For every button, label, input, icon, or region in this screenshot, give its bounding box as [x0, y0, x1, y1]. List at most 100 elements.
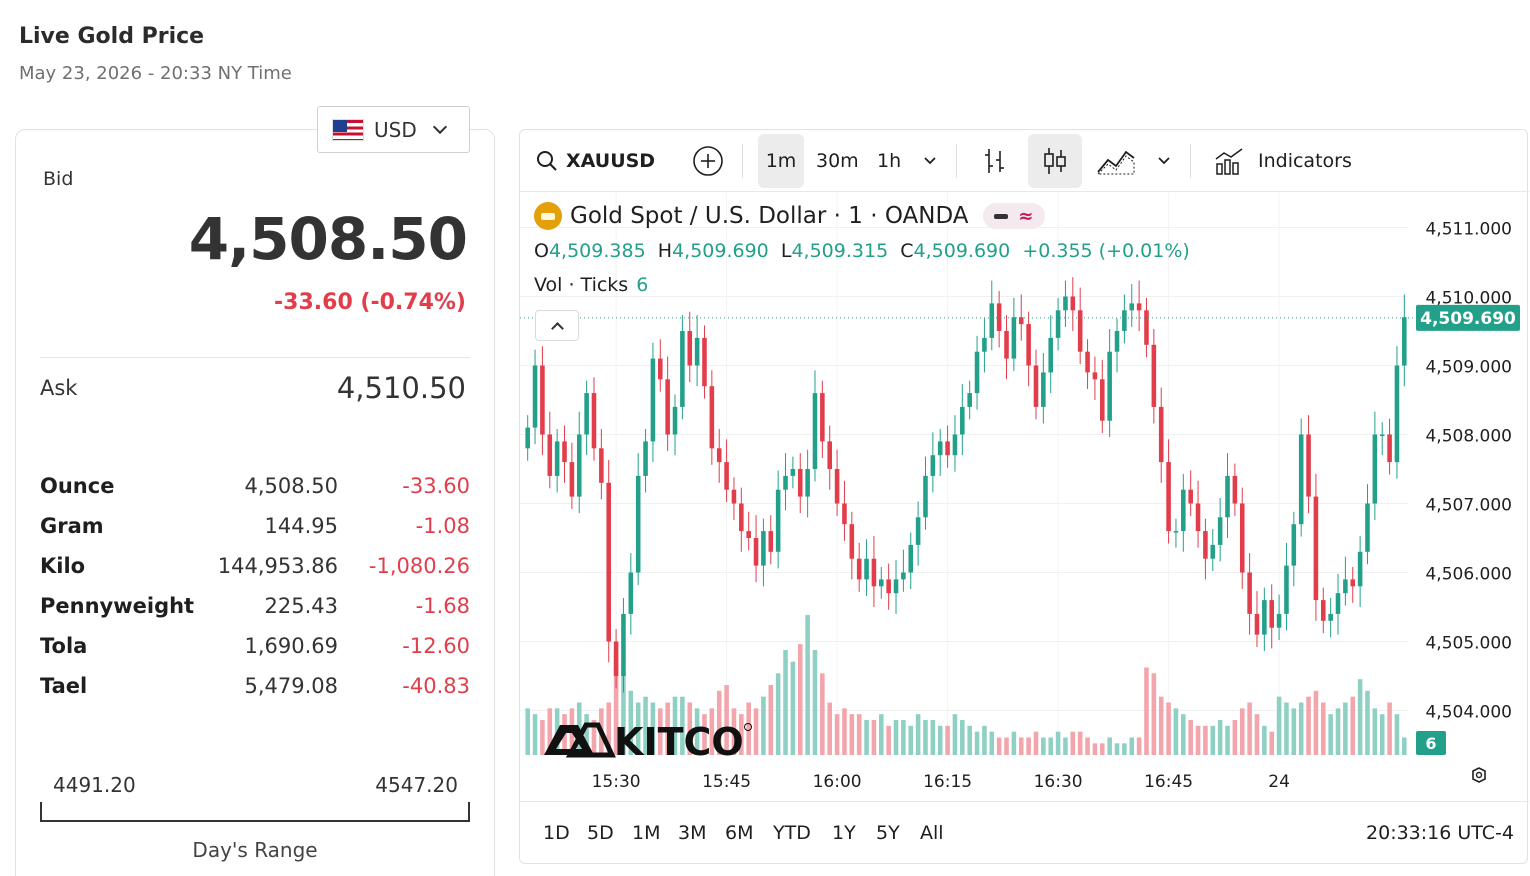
volume-bar [753, 708, 759, 755]
volume-bar [1026, 737, 1031, 755]
candle-body [871, 558, 877, 587]
volume-bar [702, 714, 707, 755]
indicators-button[interactable]: Indicators [1214, 134, 1352, 188]
x-tick-label: 16:15 [923, 772, 972, 792]
timeframe-all[interactable]: All [920, 822, 944, 844]
bar-style-button[interactable] [982, 134, 1008, 188]
timeframe-1d[interactable]: 1D [543, 822, 570, 844]
candle-body [849, 524, 855, 559]
volume-bar [820, 673, 825, 755]
timeframe-3m[interactable]: 3M [678, 822, 707, 844]
volume-bar [1320, 702, 1326, 755]
gold-coin-icon [534, 202, 562, 230]
unit-row-gram: Gram 144.95 -1.08 [40, 514, 470, 546]
collapse-legend-button[interactable] [535, 310, 579, 341]
volume-bar [540, 720, 545, 755]
volume-bar [665, 702, 670, 755]
timeframe-5y[interactable]: 5Y [876, 822, 900, 844]
candle-body [1151, 344, 1157, 407]
bid-value: 4,508.50 [188, 205, 468, 273]
x-tick-label: 15:30 [592, 772, 641, 792]
candle-body [820, 393, 825, 442]
candle-body [1313, 496, 1319, 601]
timeframe-1m[interactable]: 1M [632, 822, 661, 844]
volume-bar [547, 708, 553, 755]
volume-bar [812, 650, 818, 755]
interval-1h[interactable]: 1h [877, 134, 901, 188]
volume-bar [1166, 702, 1171, 755]
candle-body [864, 558, 869, 580]
volume-bar [1144, 667, 1149, 755]
volume-bar [1107, 737, 1112, 755]
high-label: H [657, 240, 673, 262]
kitco-watermark: KITCO [544, 720, 752, 764]
volume-label: Vol · Ticks [534, 274, 629, 296]
candle-body [1048, 337, 1054, 373]
candle-body [974, 351, 980, 394]
chevron-down-icon [432, 119, 447, 134]
candle-body [1011, 317, 1017, 359]
interval-label: 1h [877, 150, 902, 172]
volume-bar [775, 673, 781, 755]
chart-legend: Gold Spot / U.S. Dollar · 1 · OANDA ≈ [534, 202, 1045, 230]
candle-body [1254, 613, 1260, 635]
volume-bar [1210, 725, 1216, 755]
candle-body [1188, 489, 1193, 504]
timeframe-5d[interactable]: 5D [587, 822, 614, 844]
volume-bar [989, 731, 995, 755]
unit-name: Gram [40, 514, 104, 538]
volume-bar [643, 696, 648, 755]
candle-body [680, 331, 685, 407]
compare-button[interactable] [692, 134, 724, 188]
candle-body [783, 475, 788, 490]
candle-body [606, 482, 612, 642]
timeframe-6m[interactable]: 6M [725, 822, 754, 844]
unit-row-ounce: Ounce 4,508.50 -33.60 [40, 474, 470, 506]
candle-body [643, 441, 648, 476]
candle-body [1335, 593, 1341, 614]
candle-body [569, 462, 575, 497]
interval-1m[interactable]: 1m [758, 134, 804, 188]
volume-bar [1099, 743, 1105, 755]
volume-bar [650, 702, 656, 755]
settings-icon[interactable] [1472, 767, 1486, 783]
candle-body [1239, 503, 1245, 573]
volume-bar [1122, 743, 1127, 755]
unit-change: -40.83 [402, 674, 470, 698]
volume-bar [591, 720, 597, 755]
volume-bar [797, 644, 803, 755]
volume-bar [1055, 731, 1061, 755]
volume-bar [1033, 731, 1039, 755]
interval-dropdown[interactable] [922, 134, 938, 188]
currency-select[interactable]: USD [317, 106, 470, 153]
candle-body [554, 441, 560, 476]
volume-bar [952, 714, 958, 755]
volume-bar [680, 696, 685, 755]
indicators-icon [1215, 148, 1243, 175]
volume-bar [849, 714, 855, 755]
volume-bar [525, 708, 530, 755]
price-chart[interactable]: 4,504.000 4,505.000 4,506.000 4,507.000 4,50… [520, 193, 1527, 800]
y-tick-label: 4,511.000 [1425, 220, 1512, 240]
volume-bar [1004, 737, 1009, 755]
chart-toolbar: XAUUSD 1m 30m 1h Indicators [520, 130, 1529, 192]
market-status-pill[interactable]: ≈ [982, 203, 1045, 229]
chart-type-dropdown[interactable] [1156, 134, 1172, 188]
volume-bar [1254, 714, 1260, 755]
interval-30m[interactable]: 30m [816, 134, 859, 188]
candle-body [1350, 579, 1356, 587]
candle-body [1041, 372, 1046, 407]
volume-bar [739, 714, 744, 755]
change-value: +0.355 (+0.01%) [1022, 240, 1190, 262]
indicators-label: Indicators [1258, 150, 1352, 172]
volume-bar [1328, 714, 1333, 755]
volume-bar [960, 720, 965, 755]
timeframe-ytd[interactable]: YTD [773, 822, 811, 844]
chart-type-button[interactable] [1096, 134, 1136, 188]
candles-style-button[interactable] [1028, 134, 1082, 188]
timeframe-1y[interactable]: 1Y [832, 822, 856, 844]
day-range-low: 4491.20 [53, 773, 136, 797]
candle-body [886, 579, 891, 594]
symbol-search-button[interactable]: XAUUSD [534, 134, 655, 188]
bid-label: Bid [43, 168, 74, 190]
